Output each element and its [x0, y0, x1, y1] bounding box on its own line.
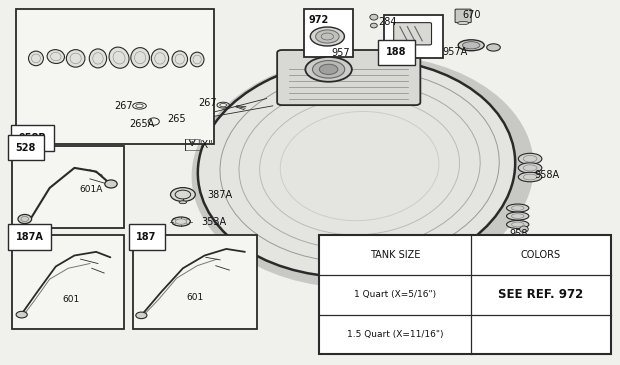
Text: 1 Quart (X=5/16"): 1 Quart (X=5/16") — [354, 290, 436, 299]
Text: 187: 187 — [136, 232, 157, 242]
Ellipse shape — [89, 49, 107, 68]
Text: 601: 601 — [186, 293, 203, 302]
Text: 188: 188 — [386, 47, 407, 57]
Ellipse shape — [311, 27, 345, 46]
FancyBboxPatch shape — [133, 235, 257, 328]
Text: 387A: 387A — [208, 189, 233, 200]
Ellipse shape — [518, 163, 542, 173]
Ellipse shape — [66, 50, 85, 67]
Text: 267: 267 — [115, 101, 133, 111]
Ellipse shape — [487, 44, 500, 51]
Ellipse shape — [312, 61, 345, 78]
Ellipse shape — [316, 30, 339, 43]
Text: 187A: 187A — [16, 232, 43, 242]
Ellipse shape — [18, 215, 32, 223]
Text: COLORS: COLORS — [521, 250, 561, 260]
Ellipse shape — [151, 49, 169, 68]
Text: 958B: 958B — [19, 133, 46, 143]
Text: 353A: 353A — [202, 216, 227, 227]
Text: 265A: 265A — [129, 119, 154, 129]
Ellipse shape — [306, 57, 352, 82]
Ellipse shape — [458, 21, 469, 25]
Ellipse shape — [198, 59, 515, 277]
Ellipse shape — [518, 153, 542, 164]
Ellipse shape — [105, 180, 117, 188]
Ellipse shape — [371, 23, 377, 28]
Ellipse shape — [179, 201, 187, 204]
FancyBboxPatch shape — [16, 9, 214, 144]
Ellipse shape — [190, 52, 204, 67]
FancyBboxPatch shape — [304, 9, 353, 57]
FancyBboxPatch shape — [455, 9, 471, 23]
Ellipse shape — [518, 172, 542, 182]
Ellipse shape — [463, 42, 480, 49]
Ellipse shape — [192, 55, 534, 288]
Ellipse shape — [47, 50, 64, 64]
Ellipse shape — [507, 204, 529, 212]
Text: 528: 528 — [16, 143, 36, 153]
Text: 958A: 958A — [534, 170, 560, 180]
Text: 265: 265 — [167, 114, 186, 124]
Ellipse shape — [16, 311, 27, 318]
Text: SEE REF. 972: SEE REF. 972 — [498, 288, 583, 301]
Ellipse shape — [131, 47, 149, 68]
FancyBboxPatch shape — [319, 235, 611, 354]
Ellipse shape — [136, 312, 147, 319]
Text: 972: 972 — [308, 15, 329, 24]
Text: 957: 957 — [332, 48, 350, 58]
Ellipse shape — [507, 212, 529, 220]
Text: 601A: 601A — [79, 185, 103, 194]
Text: 670: 670 — [462, 10, 480, 20]
Text: "X": "X" — [197, 140, 213, 150]
Text: 284: 284 — [378, 17, 397, 27]
Text: 601: 601 — [62, 295, 79, 304]
Ellipse shape — [458, 40, 484, 51]
Ellipse shape — [507, 220, 529, 228]
Text: 267: 267 — [198, 98, 217, 108]
Ellipse shape — [319, 64, 338, 74]
Ellipse shape — [29, 51, 43, 66]
Ellipse shape — [109, 47, 129, 68]
Text: 958: 958 — [510, 228, 528, 239]
FancyBboxPatch shape — [12, 235, 124, 328]
Ellipse shape — [172, 217, 190, 226]
Text: eReplacementParts.com: eReplacementParts.com — [216, 178, 404, 194]
FancyBboxPatch shape — [394, 23, 432, 45]
Text: TANK SIZE: TANK SIZE — [370, 250, 420, 260]
Text: 1.5 Quart (X=11/16"): 1.5 Quart (X=11/16") — [347, 330, 443, 339]
FancyBboxPatch shape — [12, 146, 124, 228]
Ellipse shape — [370, 14, 378, 20]
FancyBboxPatch shape — [384, 15, 443, 58]
Ellipse shape — [170, 188, 195, 201]
Text: 957A: 957A — [442, 47, 467, 57]
FancyBboxPatch shape — [277, 50, 420, 105]
Ellipse shape — [172, 51, 187, 67]
Ellipse shape — [520, 226, 528, 233]
